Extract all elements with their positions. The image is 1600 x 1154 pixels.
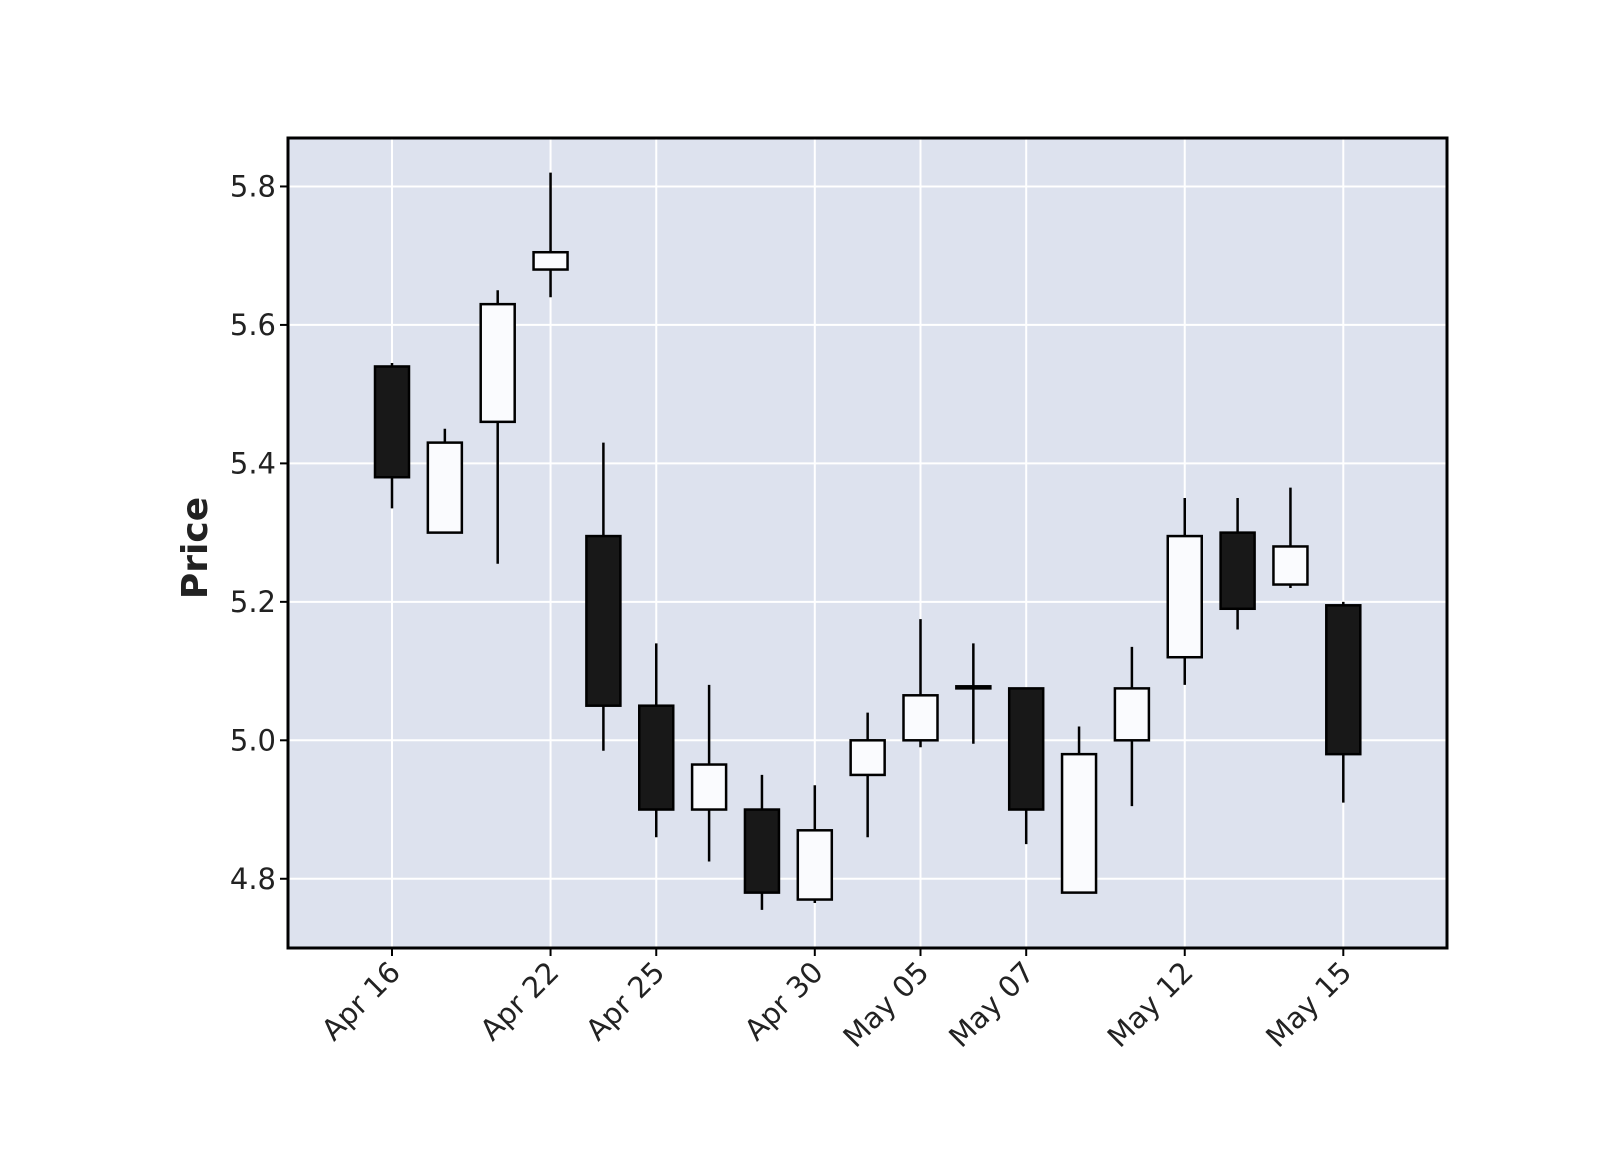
x-tick-label: Apr 16: [315, 955, 407, 1047]
y-tick-label: 5.0: [230, 723, 276, 757]
candles: [373, 172, 1362, 910]
candle-body: [1325, 604, 1362, 756]
candle-body: [373, 365, 411, 479]
y-tick-label: 5.8: [230, 169, 276, 203]
candle-up: [1113, 646, 1151, 807]
candle-down: [373, 363, 411, 509]
candle-up: [1272, 487, 1309, 588]
candle-body: [902, 694, 939, 742]
y-axis-title: Price: [175, 497, 216, 599]
candle-up: [690, 684, 728, 862]
candle-down: [638, 643, 675, 838]
candle-body: [796, 829, 834, 901]
candle-up: [1060, 726, 1098, 894]
x-axis-ticks: Apr 16 Apr 22 Apr 25 Apr 30 May 05 May 07 May …: [315, 948, 1358, 1054]
candle-up: [479, 290, 516, 564]
x-tick-label: May 15: [1259, 955, 1358, 1054]
y-tick-label: 5.2: [230, 585, 276, 619]
candle-up: [796, 785, 834, 903]
candle-up: [849, 712, 886, 838]
candle-body: [1060, 752, 1098, 894]
candle-body: [955, 685, 992, 690]
y-tick-label: 5.4: [230, 446, 276, 480]
candle-body: [426, 441, 464, 534]
y-axis-ticks: 4.8 5.0 5.2 5.4 5.6 5.8: [230, 169, 288, 896]
candle-body: [638, 704, 675, 811]
candle-body: [1219, 531, 1256, 611]
candle-body: [1007, 687, 1045, 811]
x-tick-label: May 07: [942, 955, 1041, 1054]
x-tick-label: May 12: [1101, 955, 1200, 1054]
candle-body: [743, 808, 781, 894]
candle-body: [1113, 687, 1151, 742]
candle-body: [479, 302, 516, 424]
candle-down: [743, 774, 781, 910]
candle-up: [955, 643, 992, 744]
candle-body: [690, 763, 728, 811]
candle-body: [1166, 534, 1203, 659]
candle-down: [585, 442, 622, 751]
x-tick-label: Apr 25: [579, 955, 671, 1047]
plot-frame: [286, 136, 1449, 950]
candle-down: [1007, 687, 1045, 845]
x-tick-label: Apr 30: [738, 955, 830, 1047]
x-tick-label: Apr 22: [473, 955, 565, 1047]
candle-up: [426, 428, 464, 534]
candle-body: [849, 739, 886, 777]
candle-body: [1272, 545, 1309, 586]
candle-up: [532, 172, 569, 298]
candle-up: [1166, 498, 1203, 685]
candle-down: [1325, 601, 1362, 803]
candle-body: [532, 250, 569, 271]
candle-body: [585, 534, 622, 707]
candle-down: [1219, 498, 1256, 630]
candle-up: [902, 619, 939, 748]
y-tick-label: 4.8: [230, 862, 276, 896]
x-tick-label: May 05: [836, 955, 935, 1054]
y-tick-label: 5.6: [230, 308, 276, 342]
